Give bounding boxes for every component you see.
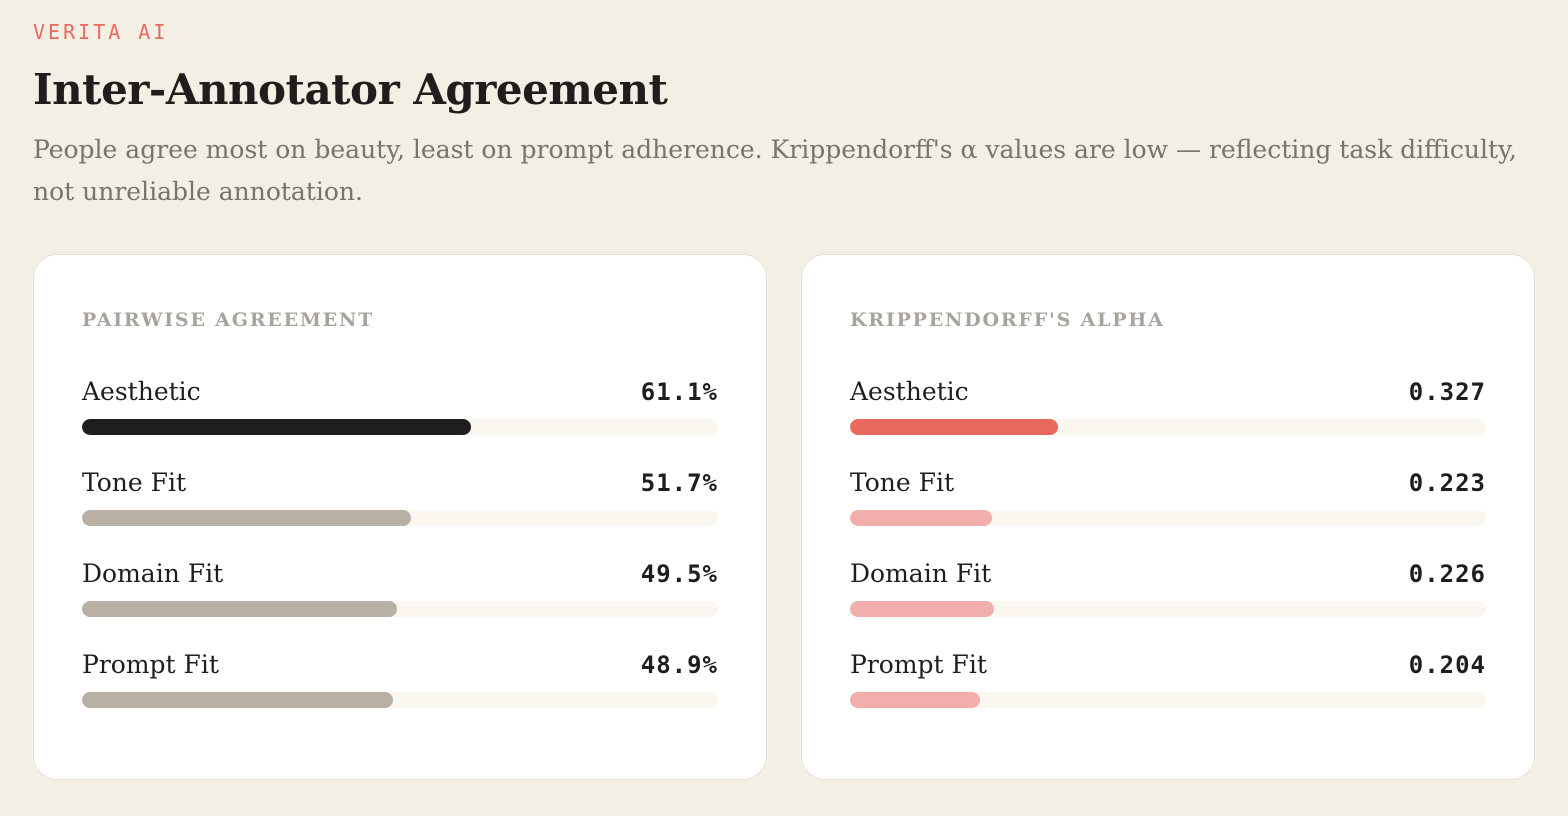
bar-row: Domain Fit 0.226 [850,557,1486,648]
bar-value-label: 51.7% [640,469,718,497]
bar-row-head: Domain Fit 49.5% [82,557,718,591]
card-title: PAIRWISE AGREEMENT [82,309,375,331]
pairwise-agreement-card: PAIRWISE AGREEMENT Aesthetic 61.1% Tone Fi… [33,254,767,780]
bar-row-head: Domain Fit 0.226 [850,557,1486,591]
bar-track [82,419,718,435]
bar-track [850,510,1486,526]
bar-value-label: 0.204 [1408,651,1486,679]
card-title: KRIPPENDORFF'S ALPHA [850,309,1165,331]
bar-row: Tone Fit 0.223 [850,466,1486,557]
bar-category-label: Prompt Fit [82,650,219,679]
bar-row-head: Prompt Fit 48.9% [82,648,718,682]
bar-track [850,419,1486,435]
bar-fill [850,510,992,526]
krippendorff-alpha-card: KRIPPENDORFF'S ALPHA Aesthetic 0.327 Tone … [801,254,1535,780]
bar-row: Domain Fit 49.5% [82,557,718,648]
bar-value-label: 0.223 [1408,469,1486,497]
bar-row-head: Prompt Fit 0.204 [850,648,1486,682]
bar-category-label: Prompt Fit [850,650,987,679]
bar-fill [82,419,471,435]
bar-track [82,510,718,526]
bar-category-label: Aesthetic [850,377,969,406]
cards-container: PAIRWISE AGREEMENT Aesthetic 61.1% Tone Fi… [33,254,1535,780]
bar-fill [850,601,994,617]
bar-fill [82,692,393,708]
bar-value-label: 0.226 [1408,560,1486,588]
bar-category-label: Aesthetic [82,377,201,406]
bar-rows: Aesthetic 0.327 Tone Fit 0.223 Domain Fit 0.2… [850,375,1486,739]
bar-track [850,601,1486,617]
bar-row: Aesthetic 0.327 [850,375,1486,466]
bar-fill [82,510,411,526]
bar-category-label: Tone Fit [82,468,187,497]
bar-value-label: 0.327 [1408,378,1486,406]
bar-category-label: Domain Fit [850,559,992,588]
bar-fill [82,601,397,617]
bar-row: Prompt Fit 0.204 [850,648,1486,739]
page-title: Inter-Annotator Agreement [33,65,668,114]
bar-value-label: 61.1% [640,378,718,406]
brand-label: VERITA AI [33,20,169,44]
bar-row: Tone Fit 51.7% [82,466,718,557]
bar-row-head: Tone Fit 51.7% [82,466,718,500]
bar-rows: Aesthetic 61.1% Tone Fit 51.7% Domain Fit 49.… [82,375,718,739]
bar-track [82,692,718,708]
page-subtitle: People agree most on beauty, least on pr… [33,135,1517,206]
bar-value-label: 48.9% [640,651,718,679]
bar-row-head: Tone Fit 0.223 [850,466,1486,500]
bar-track [82,601,718,617]
bar-row: Prompt Fit 48.9% [82,648,718,739]
bar-row-head: Aesthetic 0.327 [850,375,1486,409]
bar-fill [850,692,980,708]
bar-category-label: Tone Fit [850,468,955,497]
bar-row-head: Aesthetic 61.1% [82,375,718,409]
bar-category-label: Domain Fit [82,559,224,588]
bar-value-label: 49.5% [640,560,718,588]
bar-fill [850,419,1058,435]
bar-track [850,692,1486,708]
bar-row: Aesthetic 61.1% [82,375,718,466]
